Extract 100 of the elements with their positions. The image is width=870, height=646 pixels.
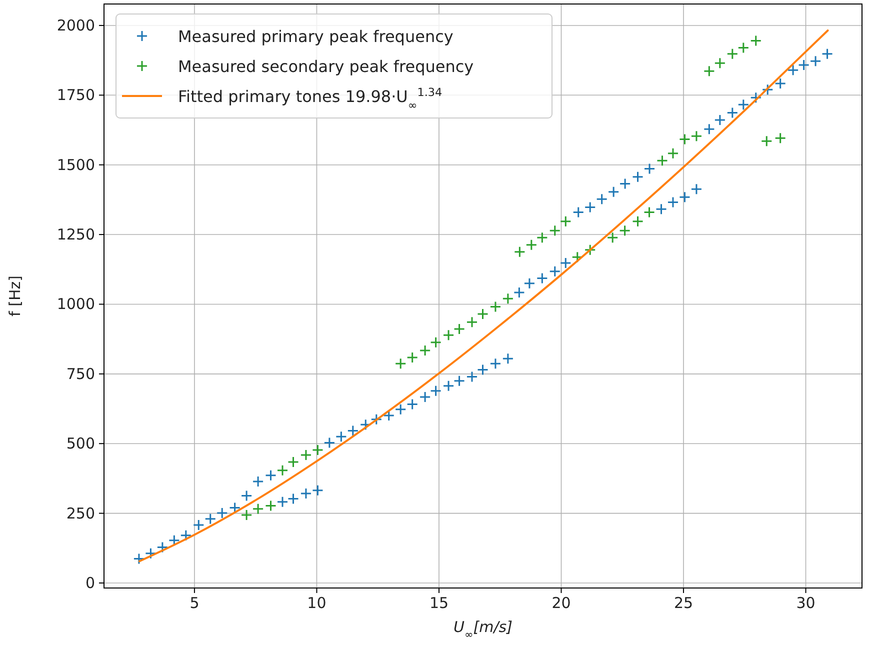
point [774,78,786,90]
point [300,449,312,461]
point [774,132,786,144]
x-tick-label: 10 [307,594,326,612]
line-series [138,29,829,562]
point [703,123,715,135]
point [608,186,620,198]
y-tick-label: 1500 [56,156,95,174]
point [300,488,312,500]
point [632,171,644,183]
point [419,344,431,356]
point [560,216,572,228]
point [419,391,431,403]
point [252,503,264,515]
point [690,183,702,195]
point [524,278,536,290]
point [644,206,656,218]
y-tick-label: 2000 [56,16,95,34]
point [738,98,750,110]
point [394,404,406,416]
point [454,323,466,335]
point [394,358,406,370]
y-tick-label: 1250 [56,226,95,244]
point [644,162,656,174]
point [606,232,618,244]
y-tick-label: 1000 [56,295,95,314]
point [536,232,548,244]
point [490,358,502,370]
x-tick-label: 20 [552,594,571,612]
point [584,244,596,256]
point [703,65,715,77]
point [288,456,300,468]
x-axis-title: U$_{∞}$[m/s] [454,618,513,641]
point [810,55,822,67]
point [714,57,726,69]
point [798,59,810,71]
point [192,519,204,531]
point [144,548,156,560]
point [536,272,548,284]
point [619,178,631,190]
point [572,206,584,218]
point [514,246,526,258]
point [726,106,738,118]
point [584,201,596,213]
point [596,193,608,205]
point [726,48,738,60]
point [312,444,324,456]
point [760,135,772,147]
legend-label: Measured secondary peak frequency [178,57,474,76]
point [265,470,277,482]
x-tick-label: 30 [796,594,816,612]
point [714,114,726,126]
point [335,430,347,442]
point [324,437,336,449]
point [560,257,572,269]
point [383,410,395,422]
point [216,507,228,519]
point [667,148,679,160]
y-tick-label: 250 [66,504,95,522]
point [822,48,834,60]
point [632,216,644,228]
x-tick-label: 25 [674,594,694,612]
point [406,352,418,364]
point [466,316,478,328]
y-tick-label: 750 [66,364,95,383]
point [276,464,288,476]
point [156,542,168,554]
point [502,292,514,304]
point [656,203,667,215]
y-axis-title: f [Hz] [6,276,24,316]
point [762,84,774,96]
y-tick-label: 1750 [56,86,95,104]
point [442,329,454,341]
point [466,370,478,382]
y-tick-label: 500 [66,434,95,453]
point [204,513,216,525]
point [276,496,288,508]
point [430,336,442,348]
point [549,224,561,236]
point [678,191,690,203]
point [477,364,489,376]
point [502,352,514,364]
point [252,476,264,488]
point [513,286,525,298]
point [787,64,799,76]
point [549,266,561,278]
point [288,493,300,505]
x-tick-label: 5 [190,594,200,612]
point [180,530,192,542]
point [656,154,668,166]
point [240,509,252,521]
point [678,133,690,145]
point [477,308,489,320]
point [490,300,502,312]
point [442,380,454,392]
point [406,398,418,410]
point [430,385,442,397]
x-tick-label: 15 [429,594,449,612]
point [667,196,679,208]
point [454,375,466,387]
